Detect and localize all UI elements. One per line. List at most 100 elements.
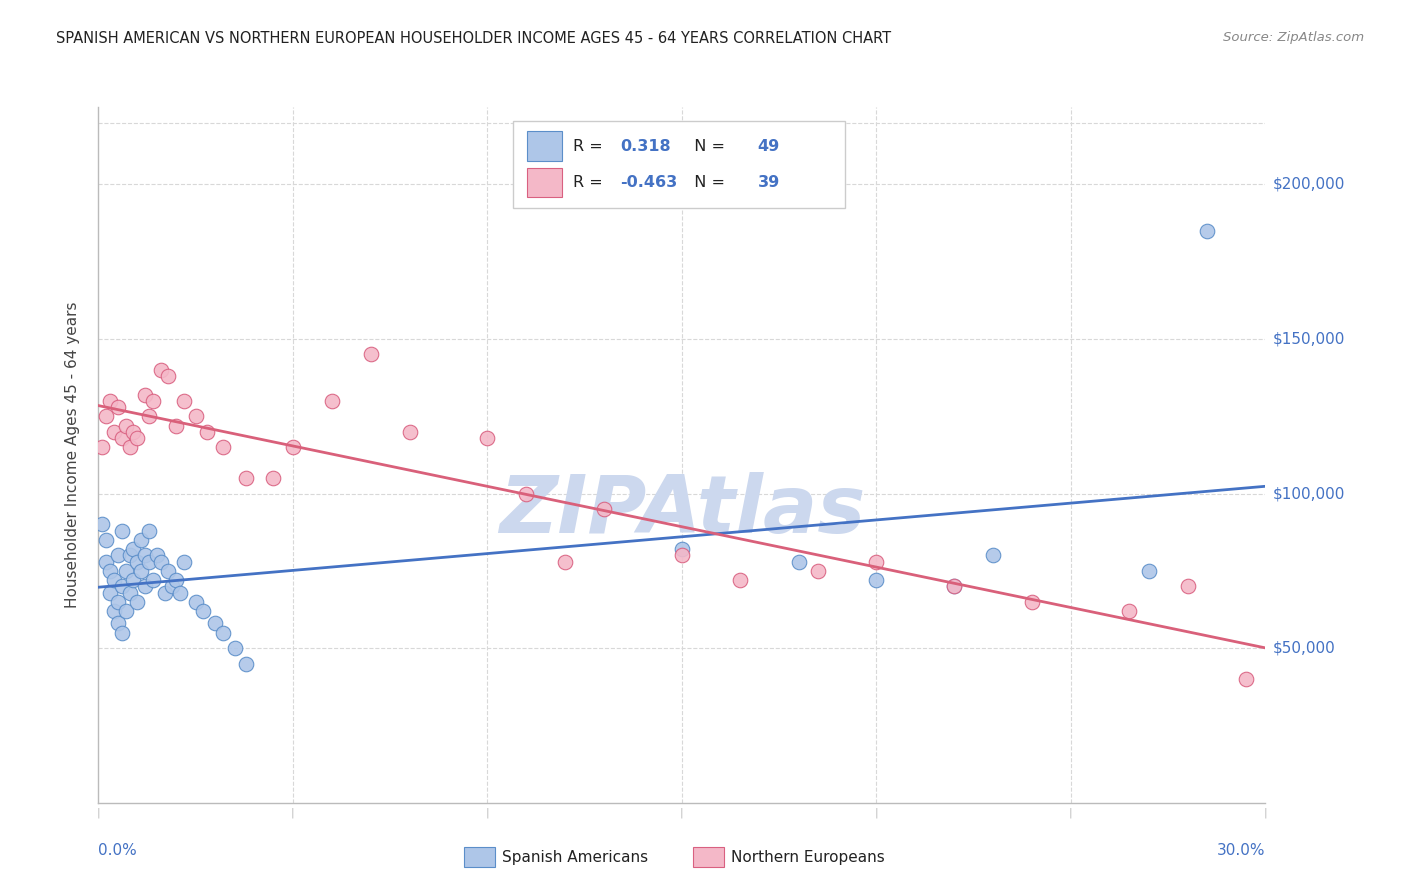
- Point: [224, 641, 246, 656]
- Point: [173, 555, 195, 569]
- Point: [127, 595, 149, 609]
- Point: [122, 425, 145, 439]
- Point: [360, 347, 382, 361]
- Point: [134, 387, 156, 401]
- Text: 39: 39: [758, 176, 780, 190]
- Point: [193, 604, 215, 618]
- Point: [118, 549, 141, 563]
- Point: [118, 440, 141, 454]
- Point: [122, 573, 145, 587]
- Text: -0.463: -0.463: [620, 176, 678, 190]
- Point: [134, 579, 156, 593]
- Text: 0.0%: 0.0%: [98, 843, 138, 858]
- Point: [730, 573, 752, 587]
- Point: [129, 564, 152, 578]
- Point: [204, 616, 226, 631]
- Point: [281, 440, 304, 454]
- Point: [111, 431, 134, 445]
- Point: [865, 555, 887, 569]
- Point: [98, 393, 121, 408]
- Point: [138, 555, 160, 569]
- Point: [398, 425, 420, 439]
- Text: N =: N =: [685, 176, 730, 190]
- Point: [1118, 604, 1140, 618]
- Point: [96, 533, 118, 547]
- Point: [807, 564, 830, 578]
- Point: [107, 616, 129, 631]
- Text: |: |: [485, 807, 489, 818]
- Point: [114, 564, 136, 578]
- Point: [107, 400, 129, 414]
- Text: |: |: [97, 807, 100, 818]
- Point: [162, 579, 184, 593]
- Text: Spanish Americans: Spanish Americans: [502, 850, 648, 864]
- Point: [1195, 224, 1218, 238]
- Point: [114, 604, 136, 618]
- Point: [142, 573, 165, 587]
- Point: [114, 418, 136, 433]
- Text: |: |: [1069, 807, 1073, 818]
- Point: [103, 573, 125, 587]
- FancyBboxPatch shape: [527, 169, 562, 197]
- Y-axis label: Householder Income Ages 45 - 64 years: Householder Income Ages 45 - 64 years: [65, 301, 80, 608]
- Point: [103, 425, 125, 439]
- FancyBboxPatch shape: [527, 131, 562, 161]
- Point: [212, 440, 235, 454]
- Point: [138, 409, 160, 424]
- Point: [149, 363, 172, 377]
- Point: [184, 595, 207, 609]
- Point: [1234, 672, 1257, 686]
- Point: [235, 657, 257, 671]
- Point: [153, 585, 176, 599]
- Point: [98, 564, 121, 578]
- Point: [98, 585, 121, 599]
- Point: [477, 431, 499, 445]
- Point: [107, 595, 129, 609]
- Point: [262, 471, 284, 485]
- Point: [107, 549, 129, 563]
- Text: |: |: [681, 807, 683, 818]
- Point: [149, 555, 172, 569]
- Point: [96, 555, 118, 569]
- Point: [142, 393, 165, 408]
- Point: [195, 425, 218, 439]
- Point: [943, 579, 966, 593]
- Text: R =: R =: [574, 176, 609, 190]
- Point: [111, 625, 134, 640]
- Point: [111, 579, 134, 593]
- Point: [91, 517, 114, 532]
- Point: [593, 502, 616, 516]
- Point: [1021, 595, 1043, 609]
- Text: 49: 49: [758, 138, 780, 153]
- Text: 30.0%: 30.0%: [1218, 843, 1265, 858]
- Point: [111, 524, 134, 538]
- Point: [127, 431, 149, 445]
- Text: $200,000: $200,000: [1272, 177, 1344, 192]
- Point: [321, 393, 343, 408]
- Point: [91, 440, 114, 454]
- Text: $100,000: $100,000: [1272, 486, 1344, 501]
- Point: [235, 471, 257, 485]
- Point: [129, 533, 152, 547]
- Point: [212, 625, 235, 640]
- Point: [165, 418, 187, 433]
- Point: [122, 542, 145, 557]
- Point: [118, 585, 141, 599]
- Point: [157, 369, 180, 384]
- Point: [127, 555, 149, 569]
- Point: [515, 486, 537, 500]
- Point: [146, 549, 169, 563]
- Point: [671, 542, 693, 557]
- Text: N =: N =: [685, 138, 730, 153]
- Text: Northern Europeans: Northern Europeans: [731, 850, 884, 864]
- Text: |: |: [291, 807, 295, 818]
- Point: [865, 573, 887, 587]
- Point: [165, 573, 187, 587]
- Text: |: |: [875, 807, 879, 818]
- Text: ZIPAtlas: ZIPAtlas: [499, 472, 865, 549]
- Text: R =: R =: [574, 138, 609, 153]
- Text: SPANISH AMERICAN VS NORTHERN EUROPEAN HOUSEHOLDER INCOME AGES 45 - 64 YEARS CORR: SPANISH AMERICAN VS NORTHERN EUROPEAN HO…: [56, 31, 891, 46]
- Text: $50,000: $50,000: [1272, 640, 1336, 656]
- Point: [1137, 564, 1160, 578]
- Point: [96, 409, 118, 424]
